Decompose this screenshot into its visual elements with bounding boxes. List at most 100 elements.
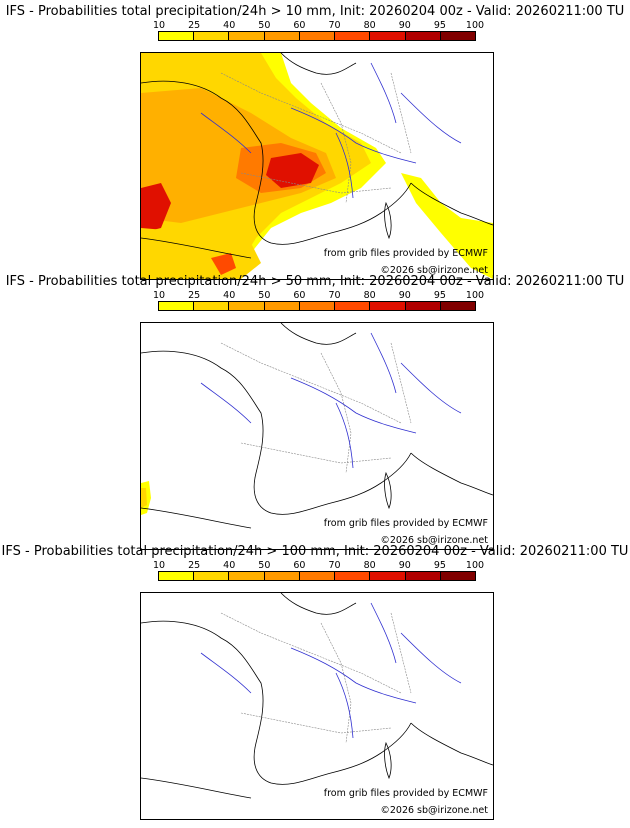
scale-tick-label: 100 <box>465 560 485 571</box>
color-scale: 10 25 40 50 60 70 80 90 95 100 <box>153 560 484 590</box>
scale-ticks: 10 25 40 50 60 70 80 90 95 100 <box>153 290 484 302</box>
scale-color-segment <box>405 302 441 310</box>
scale-color-segment <box>370 32 406 40</box>
scale-tick-label: 40 <box>223 290 236 301</box>
scale-color-segment <box>229 302 265 310</box>
rivers <box>200 62 462 199</box>
scale-color-segment <box>194 302 230 310</box>
rivers <box>200 332 462 469</box>
scale-tick-label: 95 <box>433 560 446 571</box>
scale-tick-label: 60 <box>293 20 306 31</box>
scale-tick-label: 90 <box>398 20 411 31</box>
scale-tick-label: 40 <box>223 20 236 31</box>
prob-area-80 <box>266 153 319 188</box>
scale-color-segment <box>405 32 441 40</box>
scale-color-segment <box>159 32 195 40</box>
scale-color-segment <box>194 572 230 580</box>
borders <box>220 342 412 474</box>
scale-tick-label: 10 <box>152 290 166 301</box>
scale-ticks: 10 25 40 50 60 70 80 90 95 100 <box>153 20 484 32</box>
prob-area-25 <box>141 488 147 508</box>
scale-color-segment <box>159 302 195 310</box>
scale-tick-label: 50 <box>258 20 271 31</box>
coastlines <box>141 323 493 529</box>
prob-area-80-west <box>141 183 171 233</box>
scale-tick-label: 10 <box>152 20 166 31</box>
scale-tick-label: 25 <box>188 20 201 31</box>
scale-tick-label: 70 <box>328 560 341 571</box>
map-drawing <box>141 53 493 279</box>
scale-color-segment <box>335 572 371 580</box>
borders <box>220 612 412 744</box>
scale-color-segment <box>440 32 475 40</box>
precip-shading <box>141 481 151 515</box>
panel-100mm: IFS - Probabilities total precipitation/… <box>0 544 630 820</box>
panel-10mm: IFS - Probabilities total precipitation/… <box>0 4 630 280</box>
scale-tick-label: 70 <box>328 20 341 31</box>
scale-color-segment <box>159 572 195 580</box>
scale-color-segment <box>440 302 475 310</box>
scale-color-segment <box>299 302 336 310</box>
scale-color-segment <box>405 572 441 580</box>
scale-tick-label: 90 <box>398 290 411 301</box>
scale-color-segment <box>264 572 300 580</box>
scale-tick-label: 60 <box>293 290 306 301</box>
scale-tick-label: 100 <box>465 20 485 31</box>
scale-tick-label: 50 <box>258 290 271 301</box>
scale-color-segment <box>264 302 300 310</box>
scale-tick-label: 80 <box>363 560 376 571</box>
scale-bar <box>158 31 476 41</box>
coastlines <box>141 53 493 259</box>
credit-copyright: ©2026 sb@irizone.net <box>380 535 488 546</box>
credit-copyright: ©2026 sb@irizone.net <box>380 805 488 816</box>
scale-bar <box>158 301 476 311</box>
scale-tick-label: 25 <box>188 290 201 301</box>
prob-area-coast-north <box>401 173 493 279</box>
precip-shading <box>141 53 493 279</box>
scale-bar <box>158 571 476 581</box>
scale-color-segment <box>229 32 265 40</box>
scale-color-segment <box>440 572 475 580</box>
prob-spot-1 <box>211 253 236 275</box>
coastlines <box>141 593 493 799</box>
scale-color-segment <box>299 572 336 580</box>
color-scale: 10 25 40 50 60 70 80 90 95 100 <box>153 20 484 50</box>
scale-color-segment <box>370 302 406 310</box>
scale-tick-label: 40 <box>223 560 236 571</box>
map-title: IFS - Probabilities total precipitation/… <box>5 4 625 19</box>
scale-tick-label: 25 <box>188 560 201 571</box>
scale-color-segment <box>335 32 371 40</box>
scale-tick-label: 90 <box>398 560 411 571</box>
map-title: IFS - Probabilities total precipitation/… <box>5 274 625 289</box>
scale-tick-label: 95 <box>433 20 446 31</box>
scale-tick-label: 95 <box>433 290 446 301</box>
scale-ticks: 10 25 40 50 60 70 80 90 95 100 <box>153 560 484 572</box>
credit-source: from grib files provided by ECMWF <box>323 788 488 799</box>
scale-color-segment <box>229 572 265 580</box>
map-title: IFS - Probabilities total precipitation/… <box>1 544 629 559</box>
scale-tick-label: 70 <box>328 290 341 301</box>
credit-source: from grib files provided by ECMWF <box>323 248 488 259</box>
map-drawing <box>141 323 493 529</box>
scale-tick-label: 80 <box>363 20 376 31</box>
credit-source: from grib files provided by ECMWF <box>323 518 488 529</box>
precip-map: from grib files provided by ECMWF ©2026 … <box>140 322 494 550</box>
scale-color-segment <box>194 32 230 40</box>
precip-map: from grib files provided by ECMWF ©2026 … <box>140 592 494 820</box>
scale-tick-label: 10 <box>152 560 166 571</box>
precip-map: from grib files provided by ECMWF ©2026 … <box>140 52 494 280</box>
panel-50mm: IFS - Probabilities total precipitation/… <box>0 274 630 550</box>
color-scale: 10 25 40 50 60 70 80 90 95 100 <box>153 290 484 320</box>
rivers <box>200 602 462 739</box>
scale-tick-label: 50 <box>258 560 271 571</box>
scale-tick-label: 60 <box>293 560 306 571</box>
scale-tick-label: 80 <box>363 290 376 301</box>
scale-color-segment <box>299 32 336 40</box>
credit-copyright: ©2026 sb@irizone.net <box>380 265 488 276</box>
borders <box>220 72 412 204</box>
scale-color-segment <box>264 32 300 40</box>
scale-color-segment <box>335 302 371 310</box>
map-drawing <box>141 593 493 799</box>
scale-color-segment <box>370 572 406 580</box>
scale-tick-label: 100 <box>465 290 485 301</box>
